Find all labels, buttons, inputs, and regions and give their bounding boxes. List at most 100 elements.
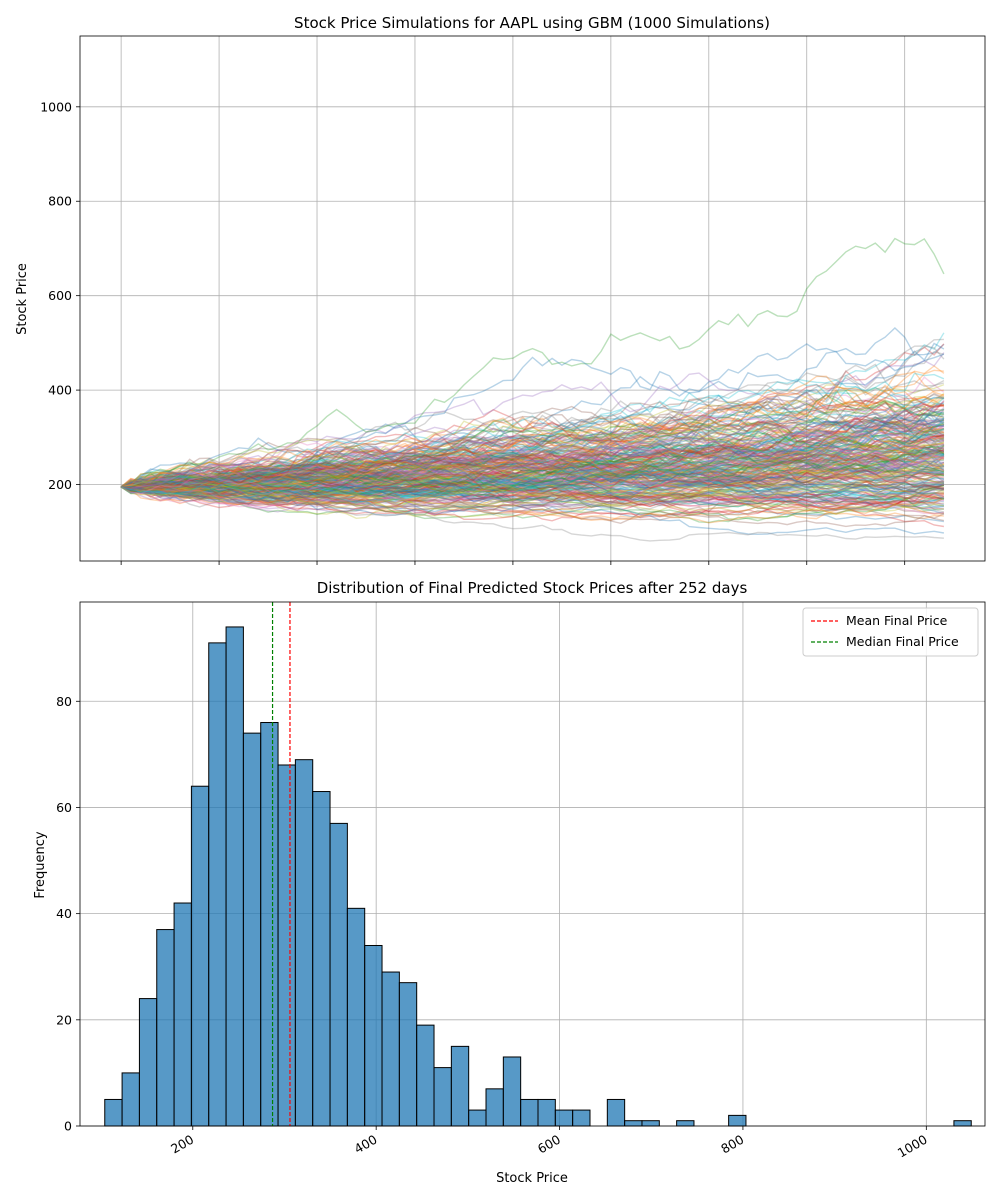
simulation-path-200 [120, 401, 945, 493]
simulation-path-104 [120, 448, 945, 488]
simulation-path-0 [120, 417, 945, 491]
simulation-path-293 [121, 468, 944, 495]
simulation-path-181 [120, 389, 945, 496]
simulation-path-109 [120, 453, 945, 503]
simulation-path-179 [121, 479, 945, 511]
simulation-path-36 [121, 376, 945, 489]
simulation-path-232 [121, 401, 945, 489]
simulation-path-131 [121, 418, 945, 493]
histogram-legend: Mean Final Price Median Final Price [802, 607, 979, 657]
simulation-path-120 [120, 413, 945, 489]
simulation-path-234 [120, 412, 945, 495]
simulation-path-84 [120, 442, 945, 488]
simulation-path-41 [120, 467, 945, 489]
simulation-path-216 [120, 474, 945, 509]
histogram-bar-6 [208, 642, 227, 1127]
simulation-path-96 [120, 420, 944, 496]
simulation-path-276 [120, 461, 944, 515]
legend-label-mean: Mean Final Price [846, 613, 948, 628]
simulation-path-17 [120, 432, 944, 491]
simulation-path-289 [121, 428, 945, 499]
simulation-path-206 [120, 419, 944, 488]
simulation-path-147 [121, 442, 945, 488]
simulation-path-246 [121, 424, 944, 488]
histogram-y-axis-label: Frequency [33, 831, 48, 898]
simulation-path-259 [120, 450, 945, 500]
simulation-path-144 [121, 452, 945, 498]
simulation-path-125 [121, 441, 945, 498]
simulation-path-286 [120, 441, 945, 500]
simulation-path-116 [120, 425, 945, 488]
simulation-path-29 [121, 445, 944, 492]
simulation-path-124 [120, 397, 945, 492]
simulation-path-135 [121, 470, 945, 509]
simulation-path-252 [120, 423, 945, 496]
simulation-path-46 [121, 423, 945, 488]
simulation-path-89 [120, 462, 944, 503]
simulation-path-204 [120, 437, 944, 492]
simulation-path-209 [120, 429, 945, 493]
simulation-path-158 [121, 463, 945, 520]
simulation-path-42 [120, 439, 945, 488]
histogram-bar-12 [312, 791, 331, 1127]
simulation-path-292 [121, 456, 945, 494]
simulation-path-178 [120, 465, 945, 498]
simulation-y-axis-label: Stock Price [15, 263, 30, 335]
histogram-y-tick-label-1: 20 [56, 1012, 72, 1027]
simulation-path-196 [121, 408, 945, 502]
simulation-path-70 [121, 459, 944, 497]
simulation-path-165 [120, 397, 944, 488]
simulation-path-225 [120, 467, 945, 501]
simulation-path-48 [120, 421, 945, 498]
simulation-path-78 [120, 430, 945, 495]
simulation-path-152 [121, 448, 944, 499]
simulation-path-18 [120, 452, 945, 498]
simulation-path-127 [121, 402, 944, 488]
simulation-path-255 [120, 420, 945, 490]
histogram-bar-8 [242, 732, 262, 1127]
simulation-path-297 [120, 480, 944, 542]
simulation-path-166 [121, 401, 944, 492]
simulation-path-261 [121, 437, 945, 488]
simulation-path-214 [120, 412, 944, 490]
simulation-path-106 [120, 454, 944, 499]
simulation-path-272 [121, 408, 945, 488]
histogram-chart: Distribution of Final Predicted Stock Pr… [33, 579, 986, 1186]
histogram-bar-13 [329, 822, 348, 1127]
simulation-path-24 [121, 466, 944, 510]
histogram-y-tick-label-4: 80 [56, 694, 72, 709]
simulation-path-170 [120, 350, 945, 489]
simulation-path-39 [120, 332, 945, 504]
simulation-path-237 [121, 393, 945, 495]
simulation-path-130 [121, 404, 945, 496]
histogram-bar-10 [277, 764, 296, 1127]
simulation-path-112 [120, 451, 944, 505]
simulation-path-283 [121, 396, 945, 488]
simulation-path-277 [120, 447, 945, 492]
simulation-path-123 [120, 417, 944, 488]
simulation-y-ticks: 200 400 600 800 1000 [40, 99, 80, 492]
simulation-path-122 [120, 421, 945, 488]
simulation-path-16 [120, 467, 945, 502]
simulation-path-53 [121, 486, 944, 517]
simulation-path-141 [120, 464, 944, 498]
simulation-path-256 [121, 471, 945, 509]
histogram-bar-5 [190, 785, 210, 1127]
histogram-bar-14 [346, 907, 366, 1127]
histogram-bar-20 [450, 1045, 470, 1127]
simulation-path-11 [120, 415, 944, 498]
simulation-path-159 [120, 478, 945, 509]
simulation-path-38 [120, 420, 945, 488]
simulation-path-143 [120, 442, 945, 489]
simulation-path-68 [120, 472, 944, 508]
simulation-path-82 [120, 419, 945, 492]
histogram-y-tick-label-2: 40 [56, 906, 72, 921]
simulation-path-222 [121, 456, 945, 491]
simulation-path-113 [120, 481, 944, 511]
simulation-path-294 [121, 423, 944, 488]
simulation-path-137 [121, 457, 945, 505]
simulation-path-287 [120, 480, 945, 511]
simulation-path-126 [121, 483, 945, 508]
simulation-path-161 [120, 371, 945, 490]
histogram-y-tick-label-3: 60 [56, 800, 72, 815]
